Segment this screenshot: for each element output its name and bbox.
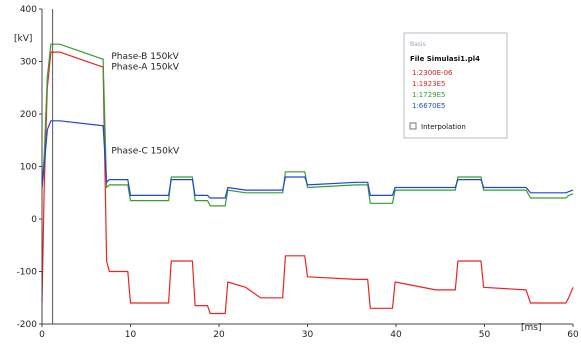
x-tick-label: 30 bbox=[302, 330, 314, 340]
legend-entry-3: 1:1729E5 bbox=[412, 91, 446, 99]
y-tick-label: 400 bbox=[20, 5, 37, 15]
tick-labels: -200 -100 0 100 200 300 400 0 10 20 30 40 50 60 bbox=[17, 5, 579, 340]
y-tick-label: -200 bbox=[17, 320, 38, 330]
legend-entry-2: 1:1923E5 bbox=[412, 80, 446, 88]
y-tick-label: 200 bbox=[20, 110, 37, 120]
y-tick-label: -100 bbox=[17, 268, 38, 278]
interpolation-label: Interpolation bbox=[421, 123, 466, 131]
x-tick-label: 0 bbox=[39, 330, 45, 340]
x-tick-label: 60 bbox=[567, 330, 579, 340]
series-layer bbox=[41, 9, 574, 324]
series-line-3 bbox=[41, 120, 574, 199]
phase-annotation-1: Phase-B 150kV bbox=[111, 52, 179, 62]
phase-annotation-3: Phase-C 150kV bbox=[111, 146, 180, 156]
legend-entry-4: 1:6670E5 bbox=[412, 102, 446, 110]
legend-header: Basis bbox=[410, 41, 426, 48]
phase-annotation-2: Phase-A 150kV bbox=[111, 62, 179, 72]
axes-layer bbox=[39, 8, 574, 327]
x-tick-label: 50 bbox=[479, 330, 491, 340]
x-tick-label: 10 bbox=[125, 330, 137, 340]
y-axis-unit: [kV] bbox=[14, 34, 32, 44]
series-line-1 bbox=[41, 51, 574, 315]
y-tick-label: 100 bbox=[20, 163, 37, 173]
y-tick-label: 0 bbox=[31, 215, 37, 225]
x-tick-label: 20 bbox=[213, 330, 225, 340]
series-line-2 bbox=[41, 43, 574, 207]
x-axis-unit: [ms] bbox=[521, 323, 541, 333]
interpolation-checkbox[interactable] bbox=[409, 122, 417, 130]
x-tick-label: 40 bbox=[390, 330, 402, 340]
legend-box bbox=[403, 32, 508, 139]
y-tick-label: 300 bbox=[20, 58, 37, 68]
legend-entry-1: 1:2300E-06 bbox=[412, 69, 453, 77]
legend: Basis File Simulasi1.pl4 1:2300E-06 1:19… bbox=[403, 32, 508, 139]
legend-file-name: File Simulasi1.pl4 bbox=[410, 55, 480, 63]
